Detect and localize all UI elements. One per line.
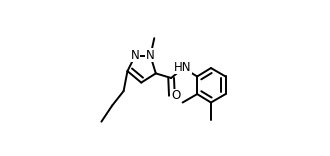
- Text: O: O: [171, 89, 181, 102]
- Text: HN: HN: [174, 61, 191, 74]
- Text: N: N: [146, 49, 155, 61]
- Text: N: N: [131, 49, 140, 61]
